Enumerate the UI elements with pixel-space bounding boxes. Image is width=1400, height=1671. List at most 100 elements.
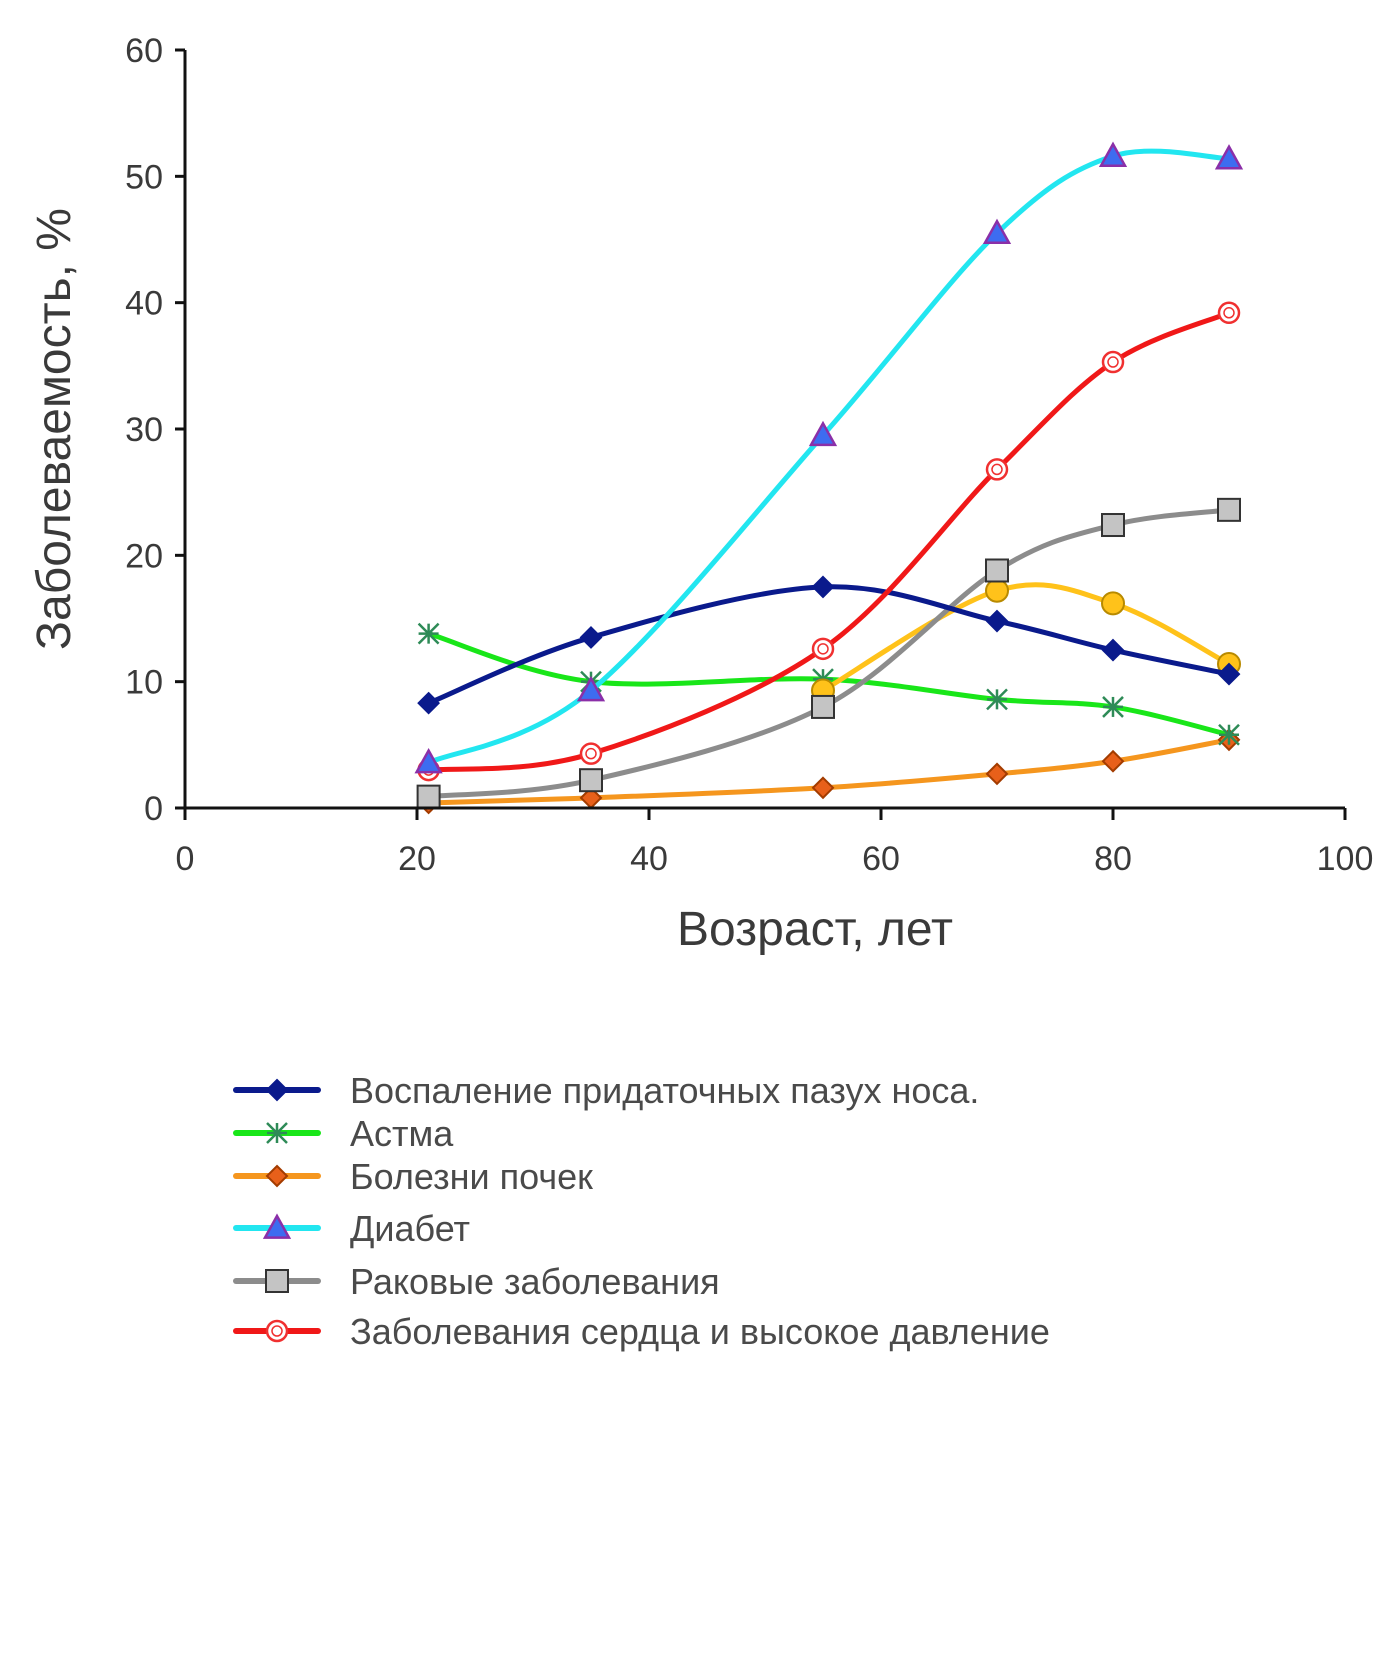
legend-swatch-marker xyxy=(265,1319,289,1343)
marker-shape xyxy=(1101,350,1125,374)
series-line xyxy=(426,737,1232,806)
y-tick-label: 20 xyxy=(125,537,163,575)
legend-item: Воспаление придаточных пазух носа. xyxy=(233,1070,979,1111)
series-line xyxy=(820,582,1232,694)
data-point xyxy=(1217,301,1241,325)
data-point xyxy=(417,691,441,715)
marker-shape xyxy=(265,1269,289,1293)
data-point xyxy=(1101,749,1125,773)
marker-shape xyxy=(265,1164,289,1188)
data-point xyxy=(811,575,835,599)
x-tick-label: 60 xyxy=(862,840,900,878)
data-point xyxy=(1101,513,1125,538)
marker-shape xyxy=(1101,591,1125,616)
marker-shape xyxy=(811,694,835,719)
marker-shape xyxy=(985,762,1009,786)
plot-area xyxy=(414,141,1244,815)
data-point xyxy=(414,747,443,774)
marker-shape xyxy=(579,626,603,649)
data-point xyxy=(1098,141,1128,167)
marker-shape xyxy=(1107,356,1119,368)
legend-item: Диабет xyxy=(233,1208,470,1249)
data-point xyxy=(985,762,1009,786)
data-point xyxy=(1101,350,1125,374)
series-0 xyxy=(417,575,1241,715)
marker-shape xyxy=(579,742,603,765)
y-tick-label: 10 xyxy=(125,664,163,702)
axes: 0 10 20 30 40 50 60 0 20 40 60 80 100 xyxy=(125,32,1373,878)
marker-shape xyxy=(1101,638,1125,662)
legend: Воспаление придаточных пазух носа.АстмаБ… xyxy=(233,1070,1050,1352)
y-tick-label: 60 xyxy=(125,32,163,70)
y-tick-label: 40 xyxy=(125,285,163,323)
data-point xyxy=(1101,638,1125,662)
data-point xyxy=(579,626,603,649)
marker-shape xyxy=(991,463,1003,476)
legend-item: Раковые заболевания xyxy=(233,1261,720,1302)
data-point xyxy=(576,675,606,702)
marker-shape xyxy=(271,1325,283,1337)
marker-shape xyxy=(416,784,441,809)
y-tick-label: 0 xyxy=(144,790,163,828)
marker-shape xyxy=(579,768,603,793)
series-4 xyxy=(416,497,1241,809)
y-axis-title: Заболеваемость, % xyxy=(28,208,81,650)
legend-swatch-marker xyxy=(265,1164,289,1188)
series-2 xyxy=(417,728,1241,815)
data-point xyxy=(982,218,1012,245)
legend-item: Заболевания сердца и высокое давление xyxy=(233,1311,1050,1352)
data-point xyxy=(1214,144,1244,170)
legend-swatch-marker xyxy=(266,1122,288,1144)
marker-shape xyxy=(1223,307,1235,319)
marker-shape xyxy=(817,643,829,655)
marker-shape xyxy=(985,458,1009,481)
data-point xyxy=(811,776,835,800)
data-point xyxy=(1217,497,1241,522)
marker-shape xyxy=(808,420,838,447)
legend-item: Астма xyxy=(233,1113,454,1154)
x-tick-label: 0 xyxy=(176,840,195,878)
legend-label: Воспаление придаточных пазух носа. xyxy=(350,1070,979,1111)
data-point xyxy=(1218,723,1240,746)
marker-shape xyxy=(1101,749,1125,773)
marker-shape xyxy=(982,218,1012,245)
marker-shape xyxy=(1217,662,1241,686)
data-point xyxy=(986,688,1008,711)
marker-shape xyxy=(1101,513,1125,538)
data-point xyxy=(808,420,838,447)
data-point xyxy=(985,578,1009,603)
legend-label: Диабет xyxy=(350,1208,470,1249)
marker-shape xyxy=(1214,144,1244,170)
marker-shape xyxy=(262,1213,292,1239)
x-tick-label: 100 xyxy=(1317,840,1374,878)
data-point xyxy=(1217,662,1241,686)
y-tick-label: 50 xyxy=(125,158,163,196)
data-point xyxy=(985,458,1009,481)
marker-shape xyxy=(576,675,606,702)
data-point xyxy=(579,742,603,765)
legend-swatch-marker xyxy=(265,1269,289,1293)
marker-shape xyxy=(1217,497,1241,522)
data-point xyxy=(811,637,835,661)
data-point xyxy=(1102,696,1124,718)
x-tick-label: 40 xyxy=(630,840,668,878)
marker-shape xyxy=(985,609,1009,633)
marker-shape xyxy=(265,1319,289,1343)
marker-shape xyxy=(414,747,443,774)
data-point xyxy=(1101,591,1125,616)
marker-shape xyxy=(417,691,441,715)
marker-shape xyxy=(585,747,597,760)
marker-shape xyxy=(265,1078,289,1102)
marker-shape xyxy=(985,578,1009,603)
data-point xyxy=(417,622,440,645)
marker-shape xyxy=(985,558,1009,583)
legend-label: Раковые заболевания xyxy=(350,1261,720,1302)
legend-label: Болезни почек xyxy=(350,1156,593,1197)
data-point xyxy=(811,694,835,719)
marker-shape xyxy=(1217,301,1241,325)
marker-shape xyxy=(811,776,835,800)
legend-swatch-marker xyxy=(262,1213,292,1239)
data-point xyxy=(416,784,441,809)
legend-swatch-marker xyxy=(265,1078,289,1102)
